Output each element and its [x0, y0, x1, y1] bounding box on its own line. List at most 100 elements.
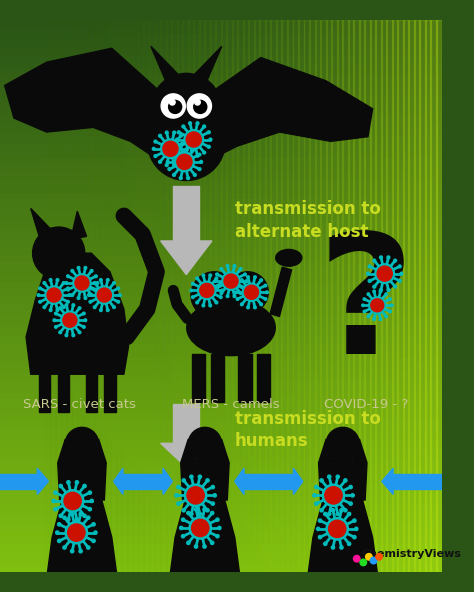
- Circle shape: [91, 294, 93, 297]
- Circle shape: [117, 301, 119, 303]
- Polygon shape: [315, 577, 334, 591]
- Circle shape: [224, 274, 238, 288]
- Bar: [0, 385, 441, 394]
- Circle shape: [215, 301, 218, 304]
- Circle shape: [72, 304, 74, 307]
- Circle shape: [349, 485, 352, 489]
- Bar: [0, 538, 441, 545]
- Polygon shape: [214, 577, 233, 591]
- Bar: [0, 255, 441, 262]
- Circle shape: [194, 508, 198, 511]
- Circle shape: [113, 282, 115, 284]
- Bar: [182, 20, 189, 572]
- Circle shape: [165, 163, 168, 166]
- Circle shape: [198, 475, 201, 478]
- Circle shape: [320, 479, 323, 482]
- Circle shape: [211, 502, 214, 505]
- Bar: [33, 20, 39, 572]
- Bar: [210, 20, 216, 572]
- Bar: [436, 20, 442, 572]
- Circle shape: [154, 140, 157, 143]
- Circle shape: [169, 101, 182, 114]
- Bar: [0, 262, 441, 269]
- Circle shape: [39, 287, 41, 289]
- Circle shape: [198, 153, 201, 156]
- Bar: [0, 523, 441, 531]
- Circle shape: [83, 514, 86, 517]
- Polygon shape: [214, 439, 229, 500]
- Bar: [226, 20, 233, 572]
- Circle shape: [187, 94, 211, 118]
- Circle shape: [189, 517, 211, 539]
- Circle shape: [389, 310, 392, 313]
- Circle shape: [184, 140, 187, 143]
- Circle shape: [368, 279, 371, 282]
- Bar: [397, 20, 404, 572]
- Circle shape: [189, 155, 191, 157]
- Bar: [22, 20, 28, 572]
- Circle shape: [77, 297, 80, 300]
- Bar: [0, 268, 441, 276]
- Circle shape: [380, 256, 383, 259]
- Polygon shape: [319, 439, 334, 500]
- Circle shape: [347, 542, 351, 545]
- Circle shape: [216, 273, 219, 276]
- Circle shape: [179, 144, 182, 147]
- Circle shape: [176, 138, 179, 141]
- Circle shape: [209, 304, 211, 307]
- Circle shape: [216, 518, 219, 522]
- Circle shape: [400, 272, 403, 275]
- Circle shape: [398, 265, 401, 268]
- Bar: [265, 20, 272, 572]
- Circle shape: [365, 554, 372, 560]
- Circle shape: [222, 272, 240, 290]
- Circle shape: [317, 527, 320, 530]
- Circle shape: [71, 549, 74, 553]
- Circle shape: [65, 522, 88, 544]
- Circle shape: [63, 516, 66, 519]
- Bar: [0, 48, 441, 56]
- Circle shape: [206, 509, 209, 512]
- Bar: [0, 282, 441, 290]
- Circle shape: [152, 147, 155, 150]
- Bar: [0, 54, 441, 63]
- Circle shape: [88, 507, 91, 511]
- Bar: [0, 75, 441, 83]
- Circle shape: [355, 527, 358, 530]
- Bar: [55, 20, 62, 572]
- Circle shape: [324, 542, 327, 545]
- Circle shape: [55, 531, 59, 534]
- Circle shape: [340, 509, 343, 512]
- Circle shape: [198, 168, 201, 170]
- Bar: [0, 103, 441, 111]
- Circle shape: [43, 282, 46, 284]
- Bar: [0, 365, 441, 373]
- Circle shape: [154, 155, 157, 157]
- Bar: [0, 296, 441, 304]
- Bar: [259, 20, 266, 572]
- Polygon shape: [161, 241, 212, 275]
- Circle shape: [324, 512, 327, 516]
- Circle shape: [184, 155, 187, 157]
- Bar: [61, 20, 67, 572]
- Bar: [0, 172, 441, 180]
- Circle shape: [93, 282, 96, 284]
- Polygon shape: [151, 46, 182, 85]
- Circle shape: [373, 290, 375, 292]
- Bar: [100, 20, 106, 572]
- Ellipse shape: [187, 300, 275, 356]
- Bar: [155, 20, 161, 572]
- Bar: [204, 20, 210, 572]
- Circle shape: [320, 509, 323, 512]
- Bar: [0, 468, 441, 476]
- Bar: [237, 20, 244, 572]
- Text: COVID-19 - ?: COVID-19 - ?: [324, 398, 408, 411]
- Bar: [326, 20, 332, 572]
- Circle shape: [190, 475, 193, 478]
- Circle shape: [118, 294, 121, 297]
- Circle shape: [347, 512, 351, 516]
- Circle shape: [210, 511, 214, 514]
- Circle shape: [390, 304, 393, 307]
- Circle shape: [180, 160, 182, 163]
- Bar: [27, 20, 34, 572]
